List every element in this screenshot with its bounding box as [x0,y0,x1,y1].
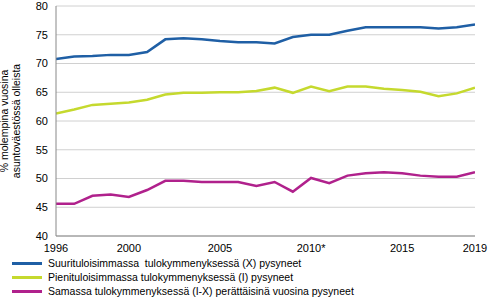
svg-text:80: 80 [36,0,48,12]
svg-text:2019: 2019 [463,242,483,254]
svg-text:2005: 2005 [208,242,232,254]
svg-text:40: 40 [36,230,48,242]
svg-text:2000: 2000 [117,242,141,254]
html-text:Pienituloisimmassa tulokymmeny: Pienituloisimmassa tulokymmenyksessä (I)… [48,271,294,283]
svg-text:50: 50 [36,172,48,184]
svg-text:1996: 1996 [44,242,68,254]
svg-text:70: 70 [36,57,48,69]
svg-text:2010*: 2010* [297,242,326,254]
svg-text:55: 55 [36,144,48,156]
svg-text:2015: 2015 [390,242,414,254]
html-text:Suurituloisimmassa tulokymmeny: Suurituloisimmassa tulokymmenyksessä (X)… [48,257,302,269]
svg-text:45: 45 [36,201,48,213]
svg-text:65: 65 [36,86,48,98]
html-text:Samassa tulokymmenyksessä (I-X: Samassa tulokymmenyksessä (I-X) perättäi… [48,285,354,297]
svg-text:60: 60 [36,115,48,127]
svg-text:75: 75 [36,29,48,41]
svg-text:% molempina vuosinaasuntoväest: % molempina vuosinaasuntoväestössä ollei… [8,64,22,179]
